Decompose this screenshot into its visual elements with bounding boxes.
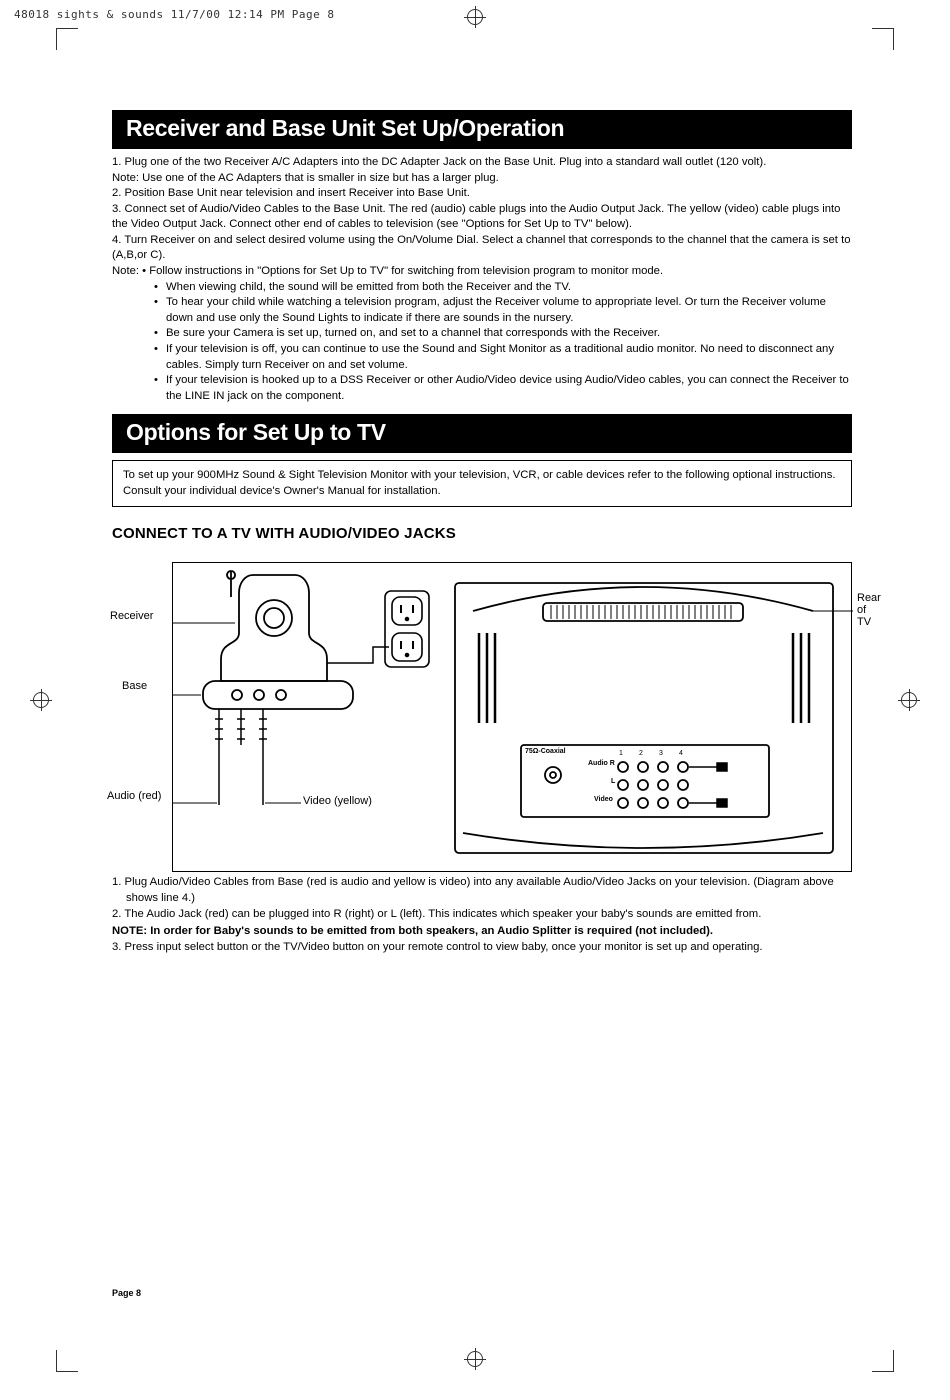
crop-mark (56, 28, 78, 50)
section1-body: 1. Plug one of the two Receiver A/C Adap… (112, 155, 852, 404)
registration-mark-right (898, 689, 920, 711)
note-adapter: Note: Use one of the AC Adapters that is… (112, 171, 852, 187)
bullet: If your television is off, you can conti… (166, 342, 852, 373)
label-audio-r: Audio R (588, 760, 615, 767)
label-l: L (611, 778, 615, 785)
footer-note: NOTE: In order for Baby's sounds to be e… (112, 923, 852, 939)
registration-mark-top (464, 6, 486, 28)
label-video-yellow: Video (yellow) (303, 795, 372, 807)
label-video-row: Video (594, 796, 613, 803)
connection-diagram: Video (yellow) 75Ω-Coaxial Audio R L Vid… (172, 562, 852, 872)
page-content: Receiver and Base Unit Set Up/Operation … (112, 110, 852, 955)
footer-step-1: 1. Plug Audio/Video Cables from Base (re… (112, 874, 852, 906)
section-heading-receiver-base: Receiver and Base Unit Set Up/Operation (112, 110, 852, 149)
footer-step-2: 2. The Audio Jack (red) can be plugged i… (112, 906, 852, 922)
n3: 3 (659, 750, 663, 757)
label-receiver: Receiver (110, 610, 153, 622)
n2: 2 (639, 750, 643, 757)
bullet: To hear your child while watching a tele… (166, 295, 852, 326)
label-base: Base (122, 680, 147, 692)
crop-mark (872, 28, 894, 50)
bullet: Be sure your Camera is set up, turned on… (166, 326, 660, 342)
n4: 4 (679, 750, 683, 757)
step-2: 2. Position Base Unit near television an… (112, 186, 852, 202)
section-heading-options: Options for Set Up to TV (112, 414, 852, 453)
crop-mark (56, 1350, 78, 1372)
step-1: 1. Plug one of the two Receiver A/C Adap… (112, 155, 852, 171)
label-rear-of-tv: Rear of TV (857, 592, 881, 628)
bullet: When viewing child, the sound will be em… (166, 280, 571, 296)
crop-mark (872, 1350, 894, 1372)
bullet: If your television is hooked up to a DSS… (166, 373, 852, 404)
page-number: Page 8 (112, 1288, 141, 1298)
footer-step-3: 3. Press input select button or the TV/V… (112, 939, 852, 955)
step-4: 4. Turn Receiver on and select desired v… (112, 233, 852, 264)
n1: 1 (619, 750, 623, 757)
registration-mark-bottom (464, 1348, 486, 1370)
note-bullets: •When viewing child, the sound will be e… (112, 280, 852, 405)
note-lead: Note: • Follow instructions in "Options … (112, 264, 852, 280)
label-audio-red: Audio (red) (107, 790, 161, 802)
subheading-connect-tv: CONNECT TO A TV WITH AUDIO/VIDEO JACKS (112, 525, 852, 542)
boxed-instruction: To set up your 900MHz Sound & Sight Tele… (112, 460, 852, 507)
registration-mark-left (30, 689, 52, 711)
step-3: 3. Connect set of Audio/Video Cables to … (112, 202, 852, 233)
label-coax: 75Ω-Coaxial (525, 748, 566, 755)
footer-instructions: 1. Plug Audio/Video Cables from Base (re… (112, 874, 852, 954)
